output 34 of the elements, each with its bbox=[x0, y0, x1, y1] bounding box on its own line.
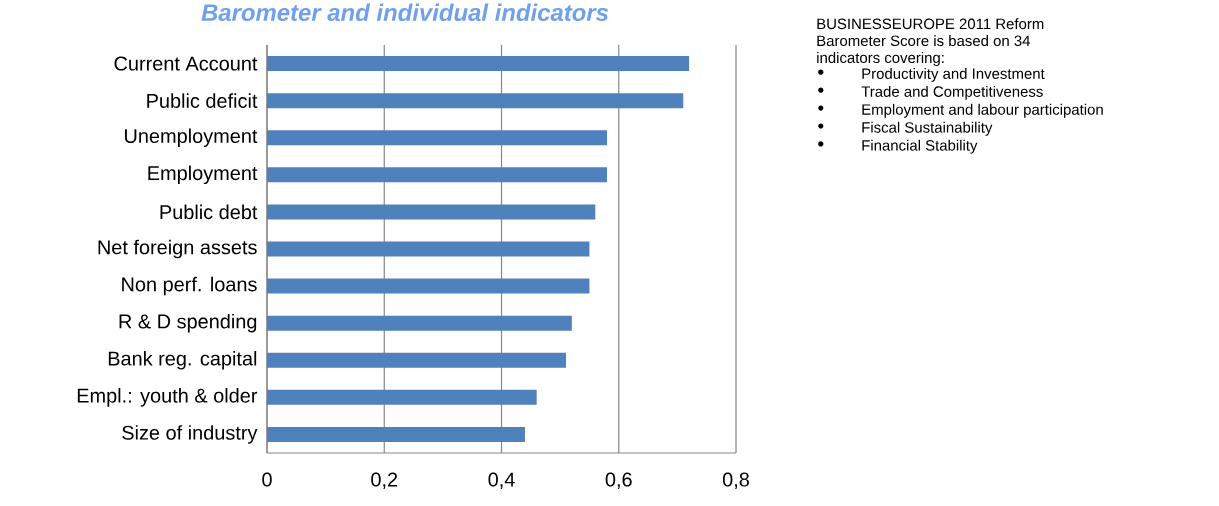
y-tick-label: Employment bbox=[148, 165, 258, 185]
chart-title: Barometer and individual indicators bbox=[201, 3, 609, 22]
bar bbox=[267, 167, 608, 183]
bar bbox=[267, 426, 525, 442]
y-tick-label: Public deficit bbox=[147, 93, 258, 108]
text: BUSINESSEUROPE 2011 Reform Barometer Score is based on 34 indicators covering: bbox=[817, 18, 1044, 66]
y-tick-label: Net foreign assets bbox=[98, 239, 257, 259]
y-tick-label: Public debt bbox=[160, 204, 258, 220]
bar bbox=[267, 389, 537, 405]
bar bbox=[267, 130, 608, 146]
bar bbox=[267, 352, 566, 368]
text: Productivity and Investment bbox=[862, 67, 1045, 82]
bar bbox=[267, 315, 572, 331]
y-tick-label: Non perf. loans bbox=[122, 276, 257, 296]
x-tick-label: 0,4 bbox=[488, 472, 515, 489]
text: Fiscal Sustainability bbox=[862, 121, 993, 136]
x-tick-label: 0,8 bbox=[722, 472, 749, 489]
y-tick-label: Bank reg. capital bbox=[108, 350, 257, 370]
bar bbox=[267, 93, 684, 109]
y-tick-label: Size of industry bbox=[122, 425, 258, 444]
x-tick-label: 0,2 bbox=[371, 472, 398, 489]
y-tick-label: Empl.: youth & older bbox=[77, 388, 258, 407]
x-tick-label: 0,6 bbox=[605, 472, 632, 489]
bar bbox=[267, 241, 590, 257]
bar bbox=[267, 204, 596, 220]
text: Employment and labour participation bbox=[862, 103, 1103, 118]
x-tick-label: 0 bbox=[262, 472, 272, 487]
bar bbox=[267, 278, 590, 294]
text: Trade and Competitiveness bbox=[861, 85, 1043, 100]
bar bbox=[267, 56, 690, 72]
y-tick-label: Unemployment bbox=[125, 128, 258, 148]
y-tick-label: R & D spending bbox=[119, 313, 257, 333]
y-tick-label: Current Account bbox=[114, 56, 258, 71]
text: Financial Stability bbox=[862, 139, 978, 154]
